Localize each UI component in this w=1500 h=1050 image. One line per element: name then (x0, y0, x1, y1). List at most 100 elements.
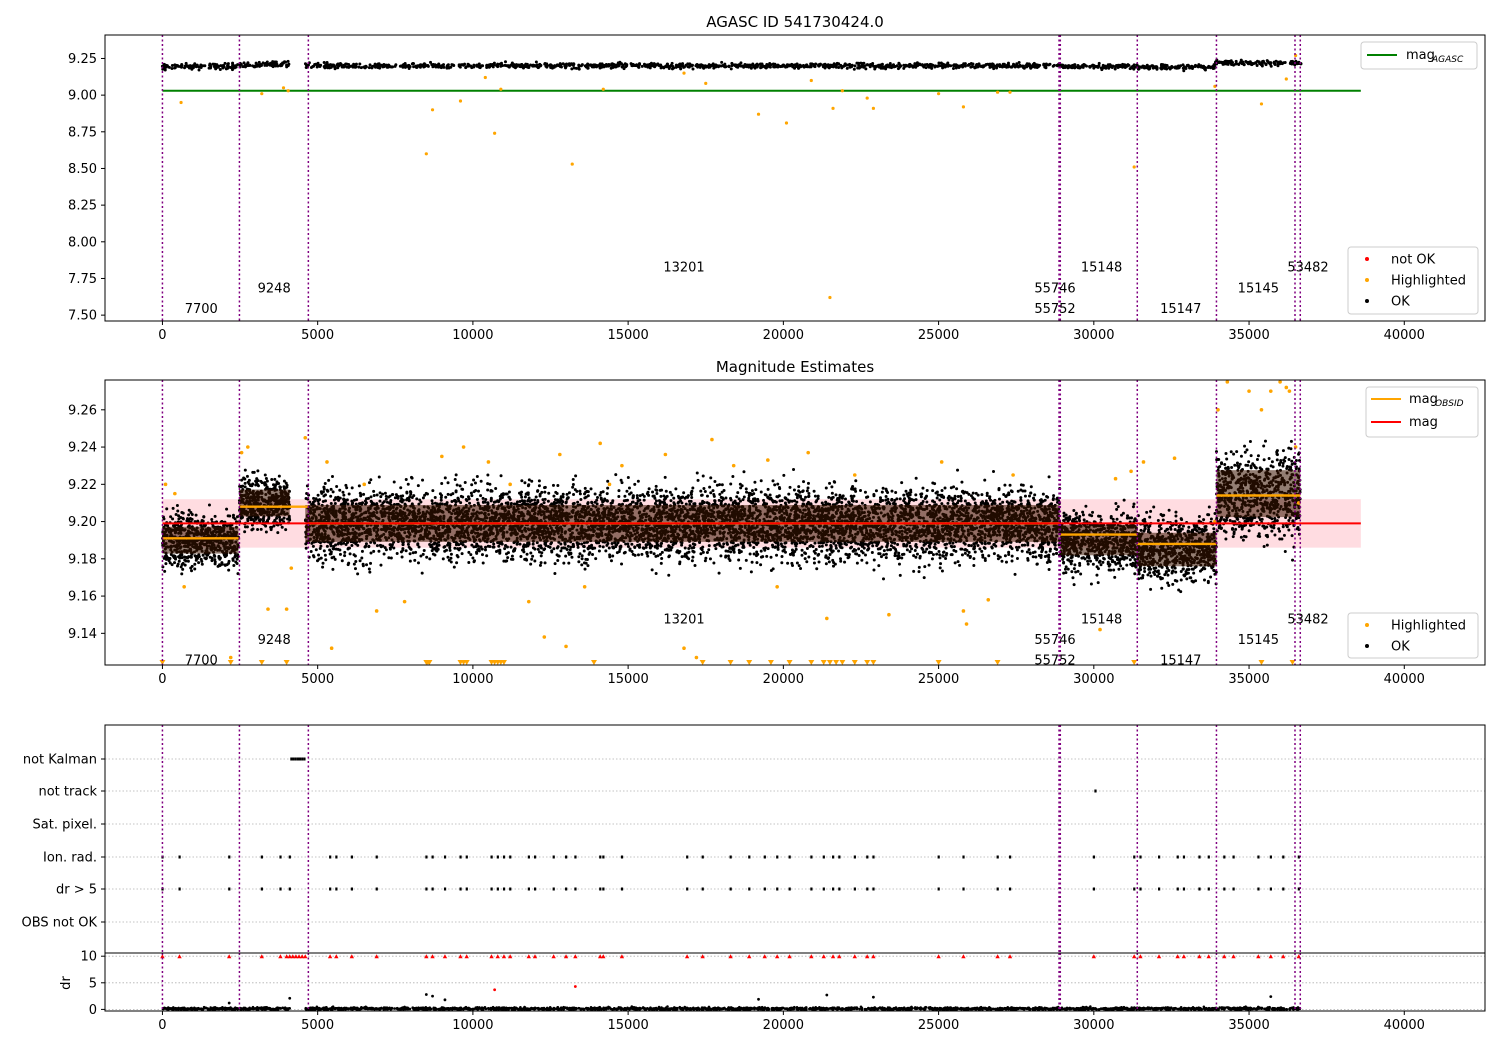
ok-point (617, 489, 621, 493)
ok-point (460, 552, 464, 556)
ok-point (336, 62, 340, 66)
ok-point (534, 60, 538, 64)
ok-point (954, 63, 958, 67)
ok-point (1148, 65, 1152, 69)
ok-point (276, 531, 280, 535)
ok-point (709, 476, 713, 480)
ok-point (341, 65, 345, 69)
ok-point (1122, 64, 1126, 68)
ok-point (1082, 63, 1086, 67)
ok-point (569, 545, 573, 549)
p1-x-tick-label: 20000 (763, 328, 804, 343)
ok-point (571, 63, 575, 67)
ok-point (631, 64, 635, 68)
ok-point (572, 501, 576, 505)
ok-point (509, 545, 513, 549)
ok-point (589, 63, 593, 67)
ok-point (735, 495, 739, 499)
ok-point (653, 501, 657, 505)
ok-point (225, 507, 229, 511)
ok-point (797, 564, 801, 568)
highlighted-point (1259, 102, 1264, 106)
ok-point (710, 63, 714, 67)
ok-point (194, 513, 198, 517)
ok-point (164, 562, 168, 566)
ok-point (1193, 64, 1197, 68)
ok-point (521, 65, 525, 69)
p1-y-tick-label: 8.25 (68, 199, 97, 214)
ok-point (275, 480, 279, 484)
ok-point (1029, 64, 1033, 68)
ok-point (579, 64, 583, 68)
ok-point (437, 63, 441, 67)
ok-point (286, 517, 290, 521)
ok-point (572, 66, 576, 70)
ok-point (261, 516, 265, 520)
ok-point (278, 518, 282, 522)
ok-point (773, 483, 777, 487)
ok-point (646, 65, 650, 69)
ok-point (722, 64, 726, 68)
ok-point (859, 65, 863, 69)
ok-point (958, 64, 962, 68)
ok-point (586, 66, 590, 70)
ok-point (322, 487, 326, 491)
ok-point (840, 500, 844, 504)
ok-point (170, 563, 174, 567)
ok-point (604, 549, 608, 553)
ok-point (270, 63, 274, 67)
ok-point (1020, 549, 1024, 553)
ok-point (665, 62, 669, 66)
ok-point (488, 63, 492, 67)
ok-point (386, 63, 390, 67)
ok-point (1182, 69, 1186, 73)
ok-point (574, 474, 578, 478)
ok-point (190, 67, 194, 71)
ok-point (339, 62, 343, 66)
ok-point (264, 524, 268, 528)
ok-point (1278, 62, 1282, 66)
ok-point (676, 501, 680, 505)
ok-point (363, 66, 367, 70)
ok-point (600, 62, 604, 66)
ok-point (997, 63, 1001, 67)
ok-point (880, 62, 884, 66)
ok-point (496, 64, 500, 68)
ok-point (263, 62, 267, 66)
ok-point (220, 561, 224, 565)
ok-point (595, 498, 599, 502)
highlighted-point (1132, 165, 1136, 169)
ok-point (773, 62, 777, 66)
ok-point (395, 551, 399, 555)
ok-point (425, 64, 429, 68)
ok-point (266, 518, 270, 522)
ok-point (810, 62, 814, 66)
ok-point (737, 558, 741, 562)
ok-point (246, 64, 250, 68)
ok-point (995, 66, 999, 70)
ok-point (765, 554, 769, 558)
ok-point (193, 567, 197, 571)
ok-point (252, 470, 256, 474)
ok-point (304, 546, 308, 550)
ok-point (274, 64, 278, 68)
legend-marker (1365, 299, 1369, 303)
highlighted-point (286, 89, 290, 93)
ok-point (972, 564, 976, 568)
ok-point (184, 61, 188, 65)
ok-point (256, 469, 260, 473)
ok-point (802, 64, 806, 68)
ok-point (212, 553, 216, 557)
ok-point (190, 64, 194, 68)
ok-point (981, 64, 985, 68)
ok-point (428, 557, 432, 561)
ok-point (1096, 65, 1100, 69)
ok-point (378, 66, 382, 70)
highlighted-point (871, 106, 875, 110)
ok-point (234, 560, 238, 564)
ok-point (193, 562, 197, 566)
ok-point (531, 64, 535, 68)
ok-point (860, 501, 864, 505)
ok-point (367, 66, 371, 70)
ok-point (558, 64, 562, 68)
